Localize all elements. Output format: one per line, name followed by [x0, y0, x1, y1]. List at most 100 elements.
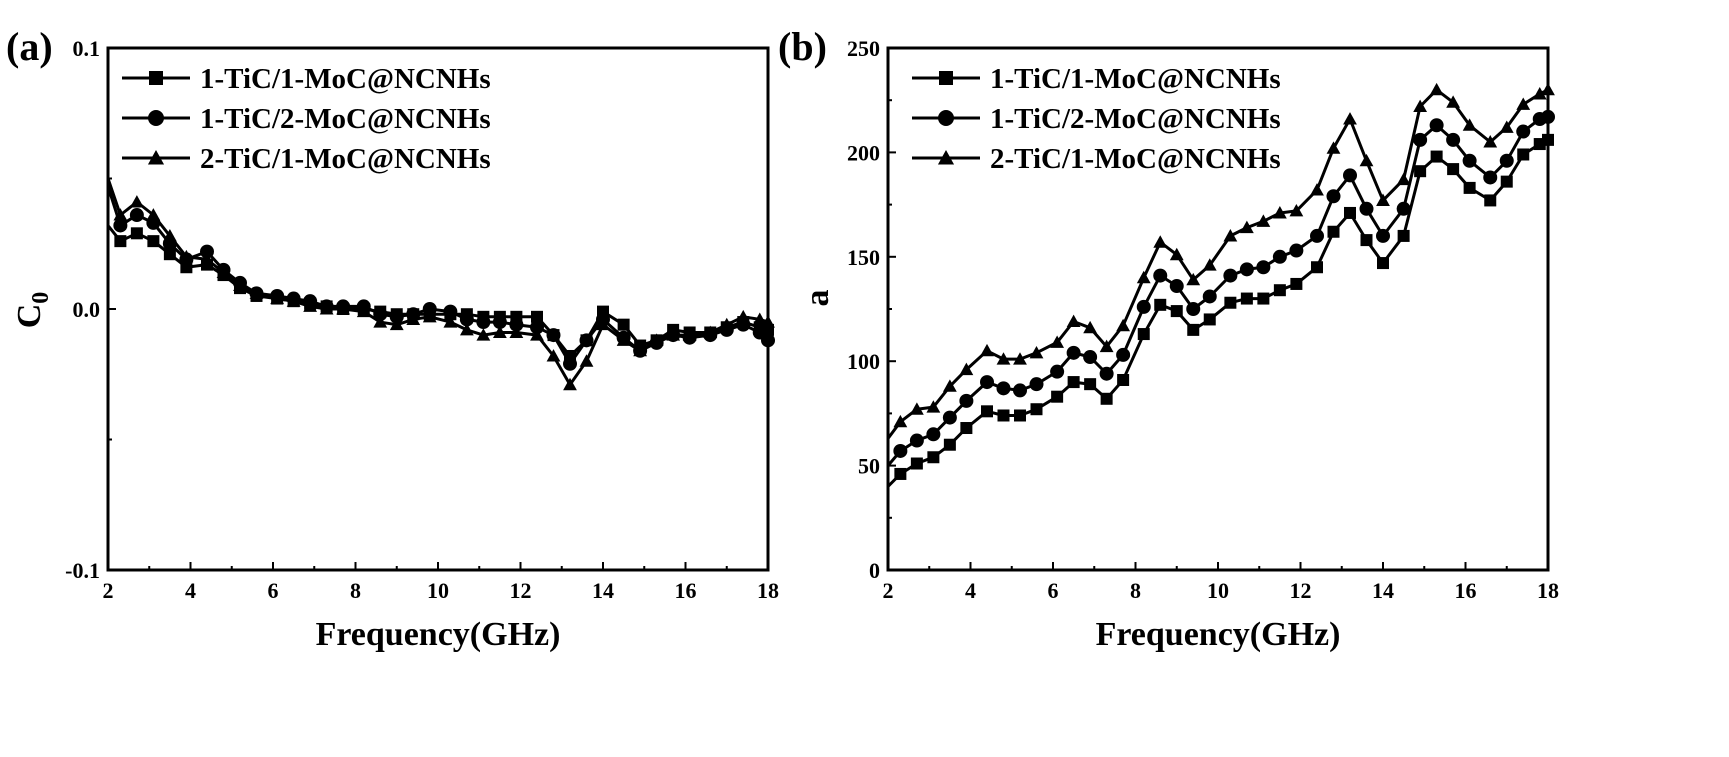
data-point: [893, 443, 908, 458]
data-point: [960, 422, 973, 435]
data-point: [719, 317, 734, 331]
panel-label: (a): [6, 24, 53, 69]
data-point: [1359, 153, 1374, 167]
data-point: [1154, 298, 1167, 311]
data-point: [1376, 228, 1390, 243]
data-point: [943, 438, 956, 451]
data-point: [1429, 118, 1444, 133]
data-point: [162, 229, 177, 242]
data-point: [129, 195, 144, 208]
data-point: [1430, 150, 1443, 163]
data-point: [389, 317, 404, 331]
x-tick-label: 6: [268, 578, 279, 603]
legend-label: 2-TiC/1-MoC@NCNHs: [990, 143, 1281, 175]
y-tick-label: 0.1: [73, 36, 101, 61]
series-line: [886, 138, 1549, 488]
panel-b: 2 4 6 8 10 12 14 16 18 0 50 100 150 200 250 Frequency(G…: [778, 24, 1559, 653]
data-point: [1446, 95, 1461, 108]
data-point: [1272, 249, 1287, 264]
data-point: [1083, 320, 1098, 334]
data-point: [1272, 206, 1287, 219]
series-triangle: [106, 178, 775, 391]
legend-marker: [149, 71, 163, 85]
data-point: [546, 349, 561, 362]
legend-marker: [147, 149, 165, 165]
y-axis-title: a: [799, 290, 836, 307]
y-axis-title: C0: [11, 292, 54, 329]
data-point: [703, 325, 718, 339]
legend-label: 1-TiC/1-MoC@NCNHs: [200, 63, 491, 95]
data-point: [1014, 409, 1026, 422]
data-point: [1310, 228, 1324, 243]
data-point: [530, 328, 544, 341]
y-tick-label: 0.0: [73, 297, 101, 322]
data-point: [894, 467, 907, 480]
data-point: [1517, 148, 1530, 161]
data-point: [1066, 314, 1081, 328]
data-point: [942, 410, 957, 425]
data-point: [1447, 163, 1460, 176]
data-point: [1169, 279, 1184, 294]
data-point: [373, 315, 388, 328]
data-point: [1484, 194, 1497, 207]
x-tick-label: 10: [427, 578, 449, 603]
data-point: [1066, 345, 1081, 360]
data-point: [130, 227, 143, 240]
data-point: [422, 309, 437, 323]
data-point: [981, 405, 993, 418]
data-point: [909, 433, 924, 448]
data-point: [1137, 328, 1150, 341]
data-point: [1013, 352, 1027, 365]
data-point: [1223, 229, 1238, 242]
data-point: [1030, 403, 1043, 416]
data-point: [1116, 318, 1131, 332]
data-point: [1202, 289, 1217, 304]
data-point: [1153, 268, 1168, 283]
x-tick-label: 2: [103, 578, 114, 603]
data-point: [1202, 258, 1217, 271]
data-point: [1223, 268, 1238, 283]
data-point: [909, 402, 924, 415]
data-point: [980, 375, 994, 390]
data-point: [1532, 87, 1547, 100]
data-point: [1100, 392, 1113, 405]
data-point: [373, 307, 388, 322]
x-tick-label: 4: [965, 578, 976, 603]
data-point: [1499, 120, 1514, 133]
data-point: [249, 286, 264, 299]
data-point: [146, 208, 161, 221]
data-point: [113, 218, 128, 233]
data-point: [666, 328, 681, 341]
data-point: [1396, 201, 1411, 216]
panel-a: 2 4 6 8 10 12 14 16 18 -0.1 0.0 0.1 Frequency(GHz) C0…: [6, 24, 779, 653]
data-point: [1186, 302, 1201, 316]
x-axis-title: Frequency(GHz): [1096, 616, 1341, 653]
data-point: [926, 400, 941, 413]
data-point: [1483, 170, 1498, 185]
data-point: [406, 312, 421, 325]
x-tick-label: 8: [350, 578, 361, 603]
data-point: [736, 309, 751, 323]
data-point: [319, 302, 334, 315]
data-point: [579, 354, 594, 367]
data-point: [1462, 118, 1477, 131]
legend-marker: [938, 110, 954, 126]
data-point: [1413, 99, 1428, 112]
data-point: [996, 381, 1011, 396]
series-circle: [106, 185, 775, 371]
data-point: [1224, 296, 1237, 309]
x-tick-label: 16: [675, 578, 697, 603]
y-tick-label: -0.1: [65, 558, 100, 583]
data-point: [443, 304, 458, 319]
y-tick-label: 0: [869, 558, 880, 583]
data-point: [422, 302, 437, 316]
data-point: [617, 318, 630, 331]
data-point: [1289, 243, 1304, 258]
data-point: [927, 451, 940, 464]
legend-label: 2-TiC/1-MoC@NCNHs: [200, 143, 491, 175]
data-point: [1186, 272, 1201, 286]
x-tick-label: 12: [1290, 578, 1312, 603]
data-point: [959, 362, 974, 376]
y-tick-label: 200: [847, 140, 880, 165]
